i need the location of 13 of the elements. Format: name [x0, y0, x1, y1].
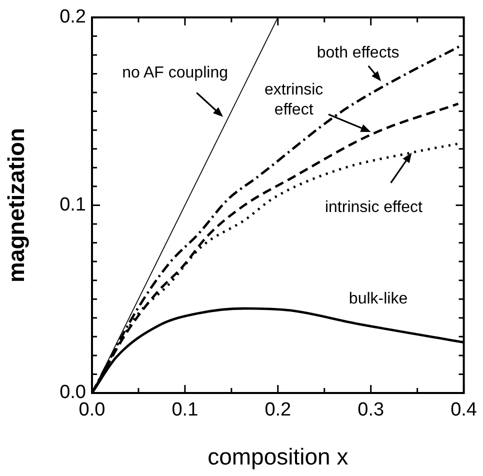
y-tick-label: 0.2: [60, 6, 86, 28]
annotation: intrinsic effect: [324, 199, 424, 216]
annotation: extrinsic effect: [264, 81, 324, 118]
y-axis-title: magnetization: [3, 128, 30, 283]
x-tick-label: 0.3: [358, 400, 384, 421]
x-tick-label: 0.1: [172, 400, 198, 421]
x-tick-label: 0.4: [450, 400, 478, 421]
y-tick-label: 0.1: [60, 194, 86, 216]
annotation: both effects: [316, 44, 400, 62]
annotation: no AF coupling: [122, 64, 228, 82]
x-axis-title: composition x: [208, 444, 349, 470]
x-tick-label: 0.2: [264, 400, 292, 421]
annotation: bulk-like: [348, 290, 408, 308]
